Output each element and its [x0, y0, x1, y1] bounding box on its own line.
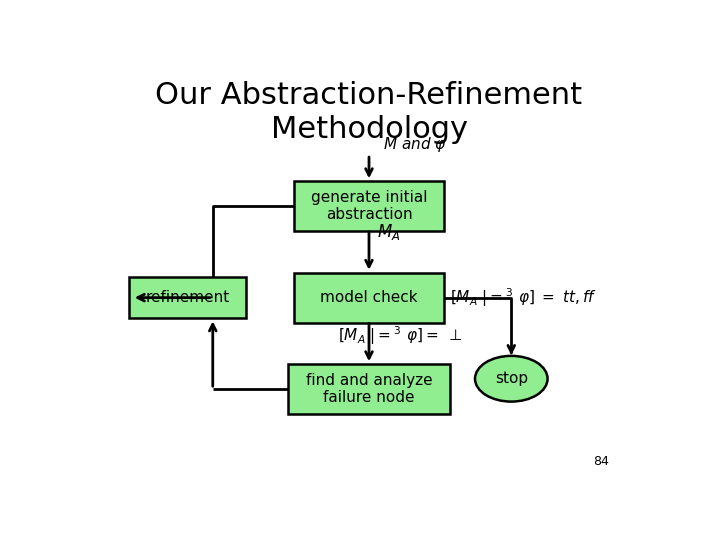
Text: generate initial
abstraction: generate initial abstraction [311, 190, 427, 222]
Text: $[M_A\ |{=}^3\ \varphi]{=}\ \bot$: $[M_A\ |{=}^3\ \varphi]{=}\ \bot$ [338, 325, 463, 347]
FancyBboxPatch shape [294, 273, 444, 322]
Text: M and $\varphi$: M and $\varphi$ [383, 135, 446, 154]
FancyBboxPatch shape [129, 277, 246, 319]
Text: $[M_A\ |{=}^3\ \varphi]\ =\ tt,ff$: $[M_A\ |{=}^3\ \varphi]\ =\ tt,ff$ [450, 286, 597, 309]
FancyBboxPatch shape [294, 181, 444, 231]
Text: 84: 84 [593, 455, 609, 468]
Text: Methodology: Methodology [271, 114, 467, 144]
Ellipse shape [475, 356, 548, 402]
Text: model check: model check [320, 290, 418, 305]
FancyBboxPatch shape [288, 364, 450, 414]
Text: Our Abstraction-Refinement: Our Abstraction-Refinement [156, 82, 582, 111]
Text: stop: stop [495, 371, 528, 386]
Text: refinement: refinement [145, 290, 230, 305]
Text: $M_A$: $M_A$ [377, 221, 401, 241]
Text: find and analyze
failure node: find and analyze failure node [306, 373, 432, 406]
